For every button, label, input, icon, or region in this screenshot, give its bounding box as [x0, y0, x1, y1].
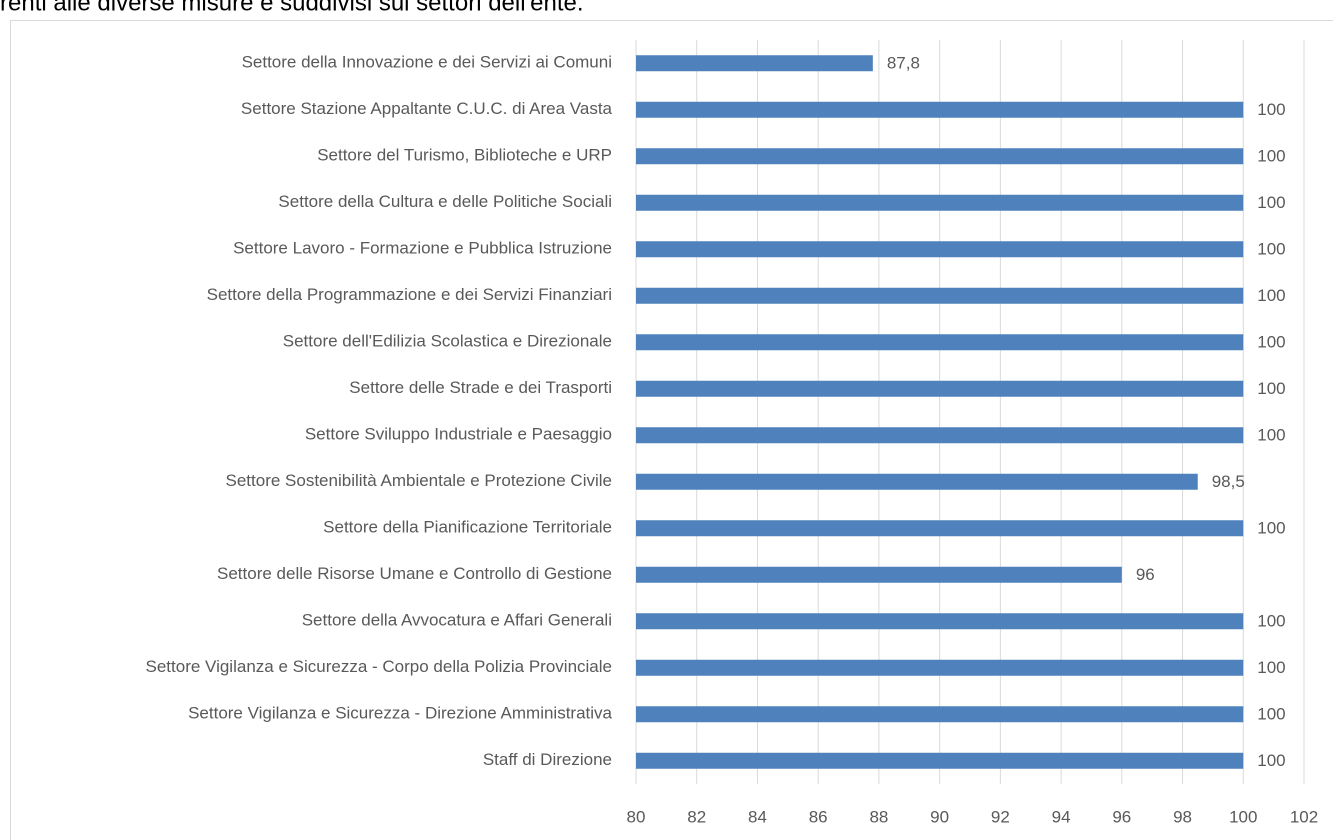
x-tick-label: 102	[1290, 807, 1318, 826]
x-tick-label: 90	[930, 807, 949, 826]
x-tick-label: 88	[869, 807, 888, 826]
y-tick-label: Settore del Turismo, Biblioteche e URP	[317, 146, 612, 165]
y-tick-label: Settore della Pianificazione Territorial…	[323, 518, 612, 537]
data-label: 100	[1257, 379, 1285, 398]
bar	[636, 427, 1244, 444]
x-tick-label: 84	[748, 807, 767, 826]
data-label: 100	[1257, 658, 1285, 677]
y-tick-label: Settore della Cultura e delle Politiche …	[278, 192, 612, 211]
bar	[636, 334, 1244, 351]
x-tick-label: 98	[1173, 807, 1192, 826]
bar	[636, 706, 1244, 723]
x-tick-label: 96	[1112, 807, 1131, 826]
y-tick-label: Settore della Programmazione e dei Servi…	[207, 285, 612, 304]
data-label: 100	[1257, 705, 1285, 724]
bar	[636, 659, 1244, 676]
data-label: 100	[1257, 240, 1285, 259]
bar	[636, 613, 1244, 630]
y-tick-label: Settore della Innovazione e dei Servizi …	[242, 53, 612, 72]
data-label: 100	[1257, 612, 1285, 631]
data-label: 100	[1257, 519, 1285, 538]
y-tick-label: Settore Vigilanza e Sicurezza - Corpo de…	[146, 657, 612, 676]
x-tick-label: 94	[1052, 807, 1071, 826]
bar	[636, 287, 1244, 304]
bar	[636, 520, 1244, 537]
data-label: 100	[1257, 751, 1285, 770]
data-label: 100	[1257, 426, 1285, 445]
bar	[636, 194, 1244, 211]
bar	[636, 752, 1244, 769]
y-tick-label: Settore Sostenibilità Ambientale e Prote…	[226, 471, 613, 490]
chart-border	[10, 20, 1333, 840]
y-tick-label: Settore Lavoro - Formazione e Pubblica I…	[233, 239, 612, 258]
bar	[636, 55, 873, 72]
x-tick-label: 100	[1229, 807, 1257, 826]
y-tick-label: Settore Vigilanza e Sicurezza - Direzion…	[188, 704, 612, 723]
y-tick-label: Settore delle Risorse Umane e Controllo …	[217, 564, 612, 583]
bar	[636, 473, 1198, 490]
caption: renti alle diverse misure e suddivisi su…	[0, 0, 584, 16]
y-tick-label: Settore Stazione Appaltante C.U.C. di Ar…	[241, 99, 613, 118]
bar	[636, 380, 1244, 397]
data-label: 96	[1136, 565, 1155, 584]
data-label: 98,5	[1212, 472, 1245, 491]
y-tick-label: Staff di Direzione	[483, 750, 612, 769]
bar	[636, 241, 1244, 258]
y-tick-label: Settore dell'Edilizia Scolastica e Direz…	[283, 332, 612, 351]
x-tick-label: 92	[991, 807, 1010, 826]
y-tick-label: Settore Sviluppo Industriale e Paesaggio	[305, 425, 612, 444]
data-label: 100	[1257, 100, 1285, 119]
data-label: 87,8	[887, 54, 920, 73]
bar	[636, 148, 1244, 165]
data-label: 100	[1257, 193, 1285, 212]
data-label: 100	[1257, 333, 1285, 352]
data-label: 100	[1257, 147, 1285, 166]
x-tick-label: 80	[627, 807, 646, 826]
x-tick-label: 86	[809, 807, 828, 826]
data-label: 100	[1257, 286, 1285, 305]
y-tick-label: Settore della Avvocatura e Affari Genera…	[302, 611, 612, 630]
bar	[636, 101, 1244, 118]
bar	[636, 566, 1122, 583]
x-tick-label: 82	[687, 807, 706, 826]
y-tick-label: Settore delle Strade e dei Trasporti	[349, 378, 612, 397]
